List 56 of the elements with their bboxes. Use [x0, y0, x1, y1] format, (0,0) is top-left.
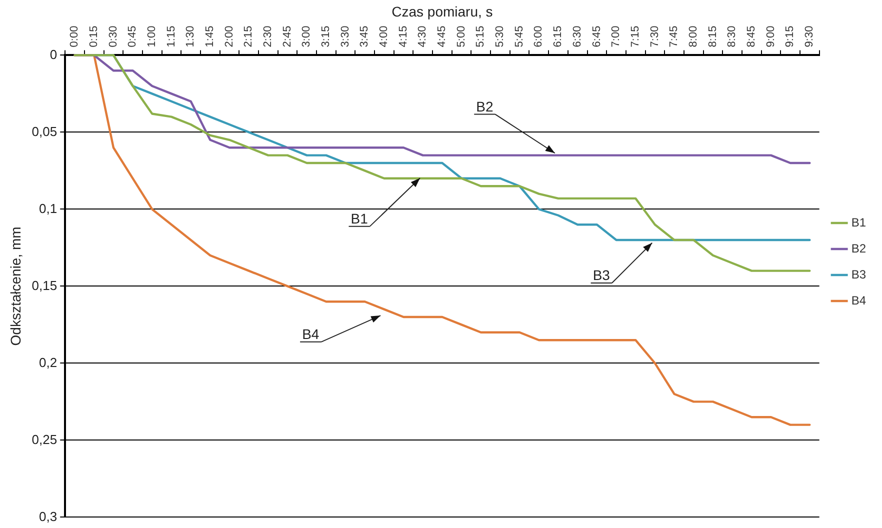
x-tick-label: 0:15 [88, 26, 100, 48]
x-tick-label: 8:30 [726, 26, 738, 48]
x-tick-label: 6:30 [571, 26, 584, 48]
x-tick-label: 4:45 [436, 26, 448, 48]
x-tick-label: 7:15 [629, 26, 642, 48]
y-tick-label: 0 [50, 46, 58, 62]
x-tick-label: 2:45 [281, 26, 294, 48]
y-tick-label: 0,25 [32, 432, 58, 447]
y-tick-label: 0,3 [39, 508, 58, 524]
x-axis-title: Czas pomiaru, s [392, 3, 493, 20]
x-tick-label: 2:30 [262, 26, 274, 48]
x-tick-label: 6:00 [532, 26, 545, 48]
x-tick-label: 5:45 [513, 26, 526, 48]
legend-label: B4 [851, 293, 866, 308]
x-tick-label: 8:45 [745, 26, 758, 48]
x-tick-label: 7:45 [668, 26, 680, 48]
y-axis-title: Odkształcenie, mm [7, 226, 24, 346]
x-tick-label: 3:45 [358, 26, 371, 48]
x-tick-label: 7:30 [648, 26, 661, 48]
legend-label: B2 [851, 241, 866, 256]
x-tick-label: 5:30 [494, 26, 506, 48]
x-tick-label: 1:15 [165, 26, 178, 48]
x-tick-label: 0:45 [126, 26, 139, 48]
x-tick-label: 7:00 [610, 26, 622, 48]
x-tick-label: 8:15 [706, 26, 719, 48]
legend-label: B1 [851, 215, 866, 230]
x-tick-label: 1:00 [146, 26, 158, 48]
y-tick-label: 0,05 [32, 124, 58, 139]
y-tick-label: 0,1 [39, 200, 58, 216]
y-tick-label: 0,2 [39, 354, 58, 370]
x-tick-label: 5:00 [455, 26, 468, 48]
x-tick-label: 3:00 [300, 26, 313, 48]
x-tick-label: 1:30 [184, 26, 197, 48]
x-tick-label: 3:30 [339, 26, 352, 48]
y-tick-label: 0,15 [32, 278, 58, 293]
x-tick-label: 1:45 [204, 26, 216, 48]
annotation: B3 [592, 267, 610, 284]
annotation: B2 [476, 98, 494, 114]
x-tick-label: 6:15 [552, 26, 564, 48]
x-tick-label: 3:15 [320, 26, 332, 48]
annotation: B1 [350, 210, 368, 226]
x-tick-label: 4:00 [378, 26, 390, 48]
x-tick-label: 5:15 [474, 26, 487, 48]
x-tick-label: 4:30 [416, 26, 429, 48]
x-tick-label: 2:00 [223, 26, 236, 48]
legend-label: B3 [851, 267, 866, 282]
x-tick-label: 8:00 [687, 26, 700, 48]
x-tick-label: 9:30 [803, 26, 816, 48]
x-tick-label: 4:15 [397, 26, 410, 48]
x-tick-label: 2:15 [242, 26, 255, 48]
x-tick-label: 9:00 [764, 26, 777, 48]
x-tick-label: 0:30 [107, 26, 120, 48]
annotation: B4 [302, 326, 320, 342]
x-tick-label: 6:45 [590, 26, 603, 48]
x-tick-label: 9:15 [784, 26, 796, 48]
x-tick-label: 0:00 [68, 26, 81, 48]
